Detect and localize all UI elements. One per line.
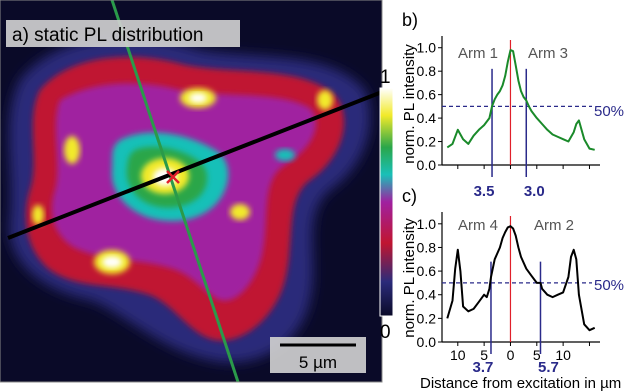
panel-c-y-tick-label: 0.0 <box>417 334 437 350</box>
map-hotspot <box>102 256 122 268</box>
panel-c-chart: c) norm. PL intensity 0.0 0.2 0.4 0.6 0.8 1.0… <box>401 186 624 376</box>
panel-b-fwhm-right: 3.0 <box>524 183 545 200</box>
panel-b-fwhm-left: 3.5 <box>474 183 495 200</box>
panel-c-x-tick-label: 0 <box>507 347 515 363</box>
colorbar-min-label: 0 <box>380 322 391 343</box>
black-linecut <box>7 90 382 240</box>
map-hotspot <box>64 136 80 164</box>
panel-c-fwhm-right: 5.7 <box>538 359 559 376</box>
panel-b-half-max-label: 50% <box>594 103 624 120</box>
panel-b-arm-right: Arm 3 <box>528 45 568 62</box>
map-hotspot <box>189 93 207 103</box>
colorbar-max-label: 1 <box>380 67 391 88</box>
panel-c-ylabel: norm. PL intensity <box>401 218 418 338</box>
panel-b-y-tick-label: 0.6 <box>417 87 437 103</box>
panel-c-half-max-label: 50% <box>594 277 624 294</box>
excitation-marker <box>166 170 180 184</box>
panel-a-label-box <box>6 20 240 47</box>
panel-b-ylabel: norm. PL intensity <box>401 44 418 164</box>
panel-c-arm-right: Arm 2 <box>534 217 574 234</box>
panel-c-y-tick-label: 0.6 <box>417 263 437 279</box>
panel-c-x-tick-label: 10 <box>555 347 571 363</box>
panel-c-y-tick-label: 0.2 <box>417 310 437 326</box>
map-hotspot <box>32 205 44 225</box>
panel-c-letter: c) <box>402 186 417 206</box>
panel-b-y-tick-label: 0.2 <box>417 134 437 150</box>
panel-c-x-tick-label: 5 <box>533 347 541 363</box>
pl-map-panel <box>0 0 382 382</box>
panel-c-x-tick-label: 5 <box>480 347 488 363</box>
panel-b-y-tick-label: 0.4 <box>417 110 437 126</box>
panel-b-y-tick-label: 0.0 <box>417 157 437 173</box>
scalebar-box <box>270 337 366 373</box>
panel-c-fwhm-left: 3.7 <box>473 359 494 376</box>
panel-b-y-tick-label: 1.0 <box>417 40 437 56</box>
panel-b-arm-left: Arm 1 <box>458 45 498 62</box>
panel-a-label: a) static PL distribution <box>12 25 204 46</box>
colorbar <box>379 87 394 317</box>
panel-b-y-tick-label: 0.8 <box>417 63 437 79</box>
map-hotspot <box>275 149 295 161</box>
map-hotspot <box>230 204 250 220</box>
panel-c-y-tick-label: 1.0 <box>417 216 437 232</box>
panel-c-arm-left: Arm 4 <box>458 217 498 234</box>
map-hotspot <box>317 90 333 110</box>
panel-c-x-tick-label: 10 <box>450 347 466 363</box>
panel-c-series-line <box>446 225 596 332</box>
panel-c-y-tick-label: 0.4 <box>417 287 437 303</box>
panel-b-letter: b) <box>402 10 418 30</box>
scalebar-label: 5 µm <box>299 353 337 372</box>
panel-b-chart: b) norm. PL intensity 0.0 0.2 0.4 0.6 0.8 1.0… <box>401 10 624 200</box>
x-axis-label: Distance from excitation in µm <box>420 375 621 392</box>
panel-c-y-tick-label: 0.8 <box>417 239 437 255</box>
green-linecut <box>110 0 240 382</box>
panel-b-series-line <box>446 49 595 151</box>
